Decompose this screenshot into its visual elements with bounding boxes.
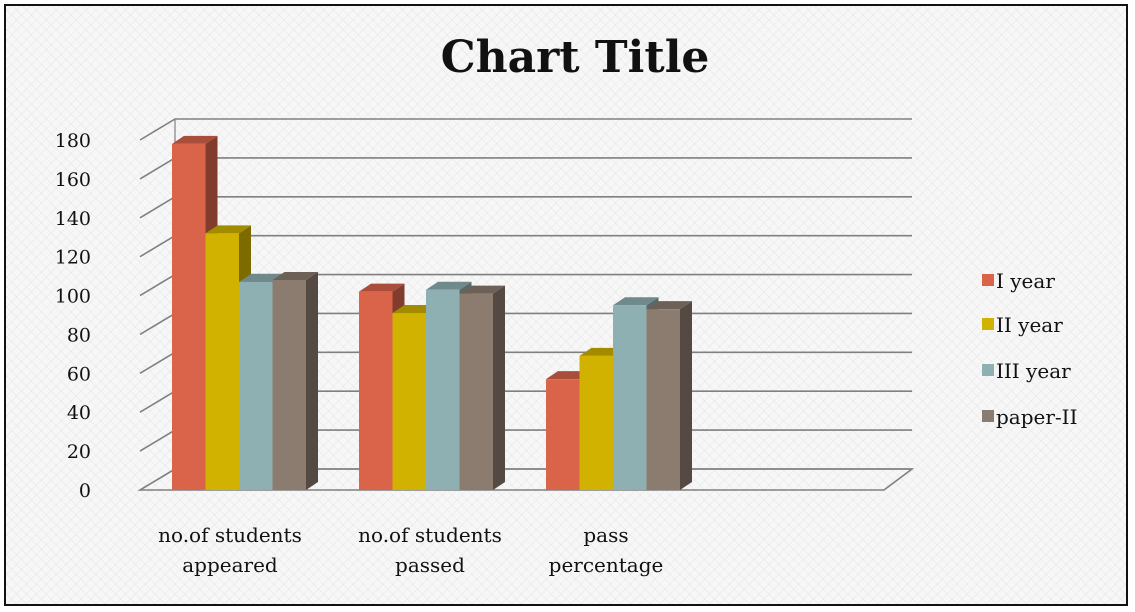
y-tick-label: 0 (79, 480, 91, 502)
legend-item: paper-II (982, 405, 1077, 429)
legend-label: I year (996, 269, 1055, 293)
bar-paper-ii-0 (272, 272, 318, 490)
y-tick-label: 40 (67, 402, 91, 424)
category-label: pass percentage (549, 523, 664, 577)
gridline (139, 118, 912, 141)
y-tick-label: 80 (67, 324, 91, 346)
chart-frame (4, 4, 1128, 606)
legend: I year II year III year paper-II (982, 269, 1077, 429)
bars (172, 135, 692, 491)
y-tick-label: 180 (55, 130, 91, 152)
bar-paper-ii-2 (646, 301, 692, 490)
legend-swatch (982, 410, 994, 422)
gridline (139, 234, 912, 258)
chart-title: Chart Title (441, 32, 710, 83)
y-tick-label: 120 (55, 247, 91, 269)
y-axis-ticks: 0 20 40 60 80 100 120 140 160 180 (55, 130, 91, 502)
bar-paper-ii-1 (459, 285, 505, 490)
bar-i-year-0 (172, 135, 218, 490)
y-tick-label: 160 (55, 169, 91, 191)
y-tick-label: 140 (55, 208, 91, 230)
legend-item: II year (982, 313, 1063, 337)
legend-swatch (982, 274, 994, 286)
y-tick-label: 20 (67, 441, 91, 463)
gridline (139, 195, 912, 219)
legend-label: II year (996, 313, 1063, 337)
legend-label: paper-II (996, 405, 1077, 429)
legend-label: III year (996, 359, 1071, 383)
legend-item: III year (982, 359, 1071, 383)
x-axis-categories: no.of students appeared no.of students pass… (158, 523, 663, 577)
legend-item: I year (982, 269, 1055, 293)
gridline (139, 157, 912, 180)
legend-swatch (982, 364, 994, 376)
category-label: no.of students passed (358, 523, 502, 577)
y-tick-label: 60 (67, 363, 91, 385)
category-label: no.of students appeared (158, 523, 302, 577)
legend-swatch (982, 318, 994, 330)
y-tick-label: 100 (55, 286, 91, 308)
